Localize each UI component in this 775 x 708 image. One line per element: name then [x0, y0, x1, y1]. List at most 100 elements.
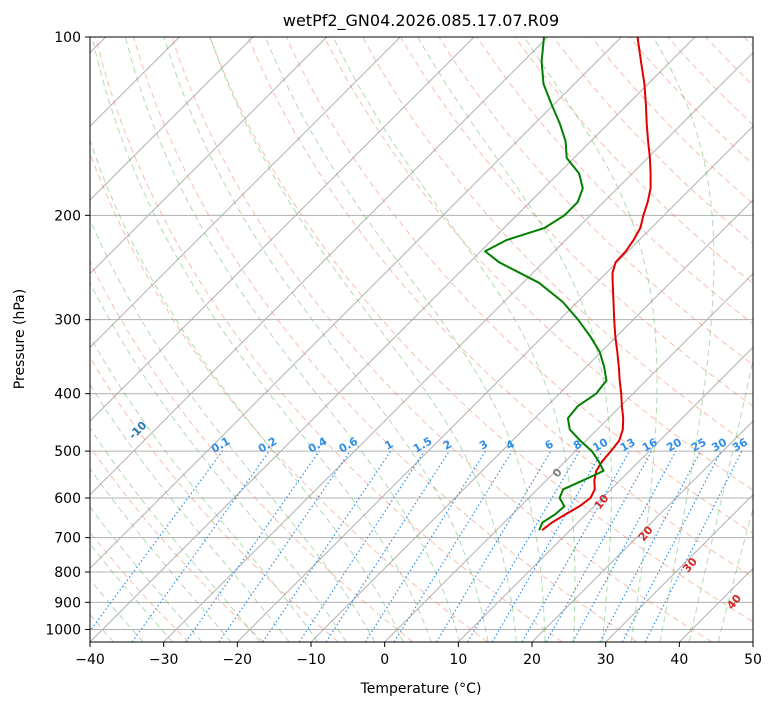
- dry-adiabat: [247, 37, 753, 578]
- mixing-ratio-line: [521, 450, 631, 642]
- mixing-ratio-line: [599, 450, 702, 642]
- dewpoint-profile: [484, 37, 608, 531]
- y-tick-label: 200: [54, 208, 81, 224]
- x-axis-title: Temperature (°C): [360, 681, 482, 697]
- y-axis-title: Pressure (hPa): [12, 289, 28, 389]
- isotherm-line: [90, 37, 475, 422]
- dry-adiabat: [323, 37, 753, 491]
- mixing-ratio-line: [466, 450, 580, 642]
- mixing-ratio-label: 30: [709, 435, 729, 454]
- y-tick-label: 1000: [45, 622, 81, 638]
- x-tick-label: 40: [670, 652, 688, 668]
- y-tick-label: 700: [54, 531, 81, 547]
- moist-adiabat-label: 0: [550, 466, 565, 480]
- isotherm-line: [457, 346, 753, 642]
- x-tick-label: −20: [223, 652, 253, 668]
- mixing-ratio-label: 20: [664, 435, 684, 454]
- mixing-ratio-line: [572, 450, 677, 642]
- moist-adiabat: [90, 218, 376, 642]
- mixing-ratio-label: 6: [543, 437, 556, 452]
- mixing-ratio-label: 3: [477, 438, 490, 453]
- mixing-ratio-label: 2: [441, 438, 454, 453]
- mixing-ratio-line: [218, 450, 351, 642]
- moist-adiabat-label: 10: [592, 492, 612, 512]
- mixing-ratio-line: [90, 450, 223, 632]
- y-axis: 100 200 300 400 500 600 700 800 900 1000: [45, 30, 90, 638]
- mixing-ratio-label: 16: [640, 435, 660, 454]
- y-tick-label: 800: [54, 565, 81, 581]
- moist-adiabat: [90, 383, 290, 642]
- moist-adiabat: [264, 37, 546, 642]
- mixing-ratio-line: [325, 450, 450, 642]
- moist-adiabat: [209, 37, 517, 642]
- moist-adiabat: [90, 578, 144, 642]
- x-tick-label: 30: [597, 652, 615, 668]
- dry-adiabat: [90, 260, 414, 642]
- isotherm-line: [90, 37, 696, 642]
- plot-area: 0.10.20.40.611.52346810131620253036-100-…: [90, 37, 753, 642]
- dry-adiabat: [171, 37, 712, 642]
- temperature-profile: [541, 37, 652, 531]
- mixing-ratio-label: 0.1: [209, 435, 232, 456]
- y-tick-label: 600: [54, 491, 81, 507]
- moist-adiabat: [91, 37, 432, 642]
- isotherm-line: [384, 272, 753, 642]
- mixing-ratio-line: [262, 450, 392, 642]
- mixing-ratio-label: 25: [689, 436, 709, 455]
- moist-adiabat-label: 40: [724, 592, 744, 612]
- mixing-ratio-line: [545, 450, 653, 642]
- dry-adiabat: [90, 531, 190, 642]
- moist-adiabat: [163, 37, 489, 642]
- chart-title: wetPf2_GN04.2026.085.17.07.R09: [283, 11, 559, 31]
- isotherm-line: [310, 199, 753, 642]
- moist-adiabat: [90, 427, 261, 642]
- dry-adiabat: [95, 37, 563, 642]
- x-axis: −40 −30 −20 −10 0 10 20 30 40 50: [75, 642, 762, 668]
- x-tick-label: 10: [449, 652, 467, 668]
- dry-adiabat: [90, 445, 264, 642]
- y-tick-label: 500: [54, 444, 81, 460]
- y-tick-label: 300: [54, 313, 81, 329]
- moist-adiabat: [688, 357, 753, 642]
- isotherm-line: [605, 493, 753, 642]
- moist-adiabat: [652, 37, 715, 642]
- mixing-ratio-label: 10: [591, 435, 611, 454]
- isotherm-line: [752, 641, 753, 642]
- isotherm-line: [90, 37, 254, 201]
- background-lines: [90, 37, 753, 642]
- mixing-ratio-label: 1: [382, 438, 395, 453]
- x-tick-label: −10: [296, 652, 326, 668]
- dry-adiabat: [438, 37, 753, 366]
- moist-adiabat: [523, 37, 658, 642]
- mixing-ratio-line: [364, 450, 486, 642]
- isotherm-line: [90, 37, 549, 496]
- dry-adiabat: [590, 37, 753, 205]
- moist-adiabat-label: 20: [636, 523, 656, 543]
- dry-adiabat: [90, 356, 339, 642]
- moist-adiabat: [717, 506, 753, 642]
- isotherm-line: [531, 420, 753, 642]
- isotherm-line: [236, 125, 753, 642]
- x-tick-label: 0: [380, 652, 389, 668]
- dry-adiabat: [514, 37, 753, 285]
- x-tick-label: −30: [149, 652, 179, 668]
- isotherm-line: [90, 37, 401, 349]
- isotherm-line: [90, 37, 622, 570]
- moist-adiabat: [90, 543, 173, 642]
- y-tick-label: 400: [54, 387, 81, 403]
- y-tick-label: 100: [54, 30, 81, 46]
- plot-frame: [89, 36, 754, 643]
- mixing-ratio-label: 0.6: [337, 434, 361, 455]
- x-tick-label: 20: [523, 652, 541, 668]
- isotherm-line: [678, 567, 753, 642]
- moist-adiabat: [90, 281, 347, 642]
- isotherm-line: [163, 51, 753, 642]
- mixing-ratio-line: [185, 450, 320, 642]
- moist-adiabat: [90, 506, 203, 642]
- dry-adiabat: [133, 37, 638, 642]
- sounding-series: [484, 37, 652, 531]
- moist-adiabat: [90, 138, 404, 642]
- y-tick-label: 900: [54, 595, 81, 611]
- mixing-ratio-line: [435, 450, 552, 642]
